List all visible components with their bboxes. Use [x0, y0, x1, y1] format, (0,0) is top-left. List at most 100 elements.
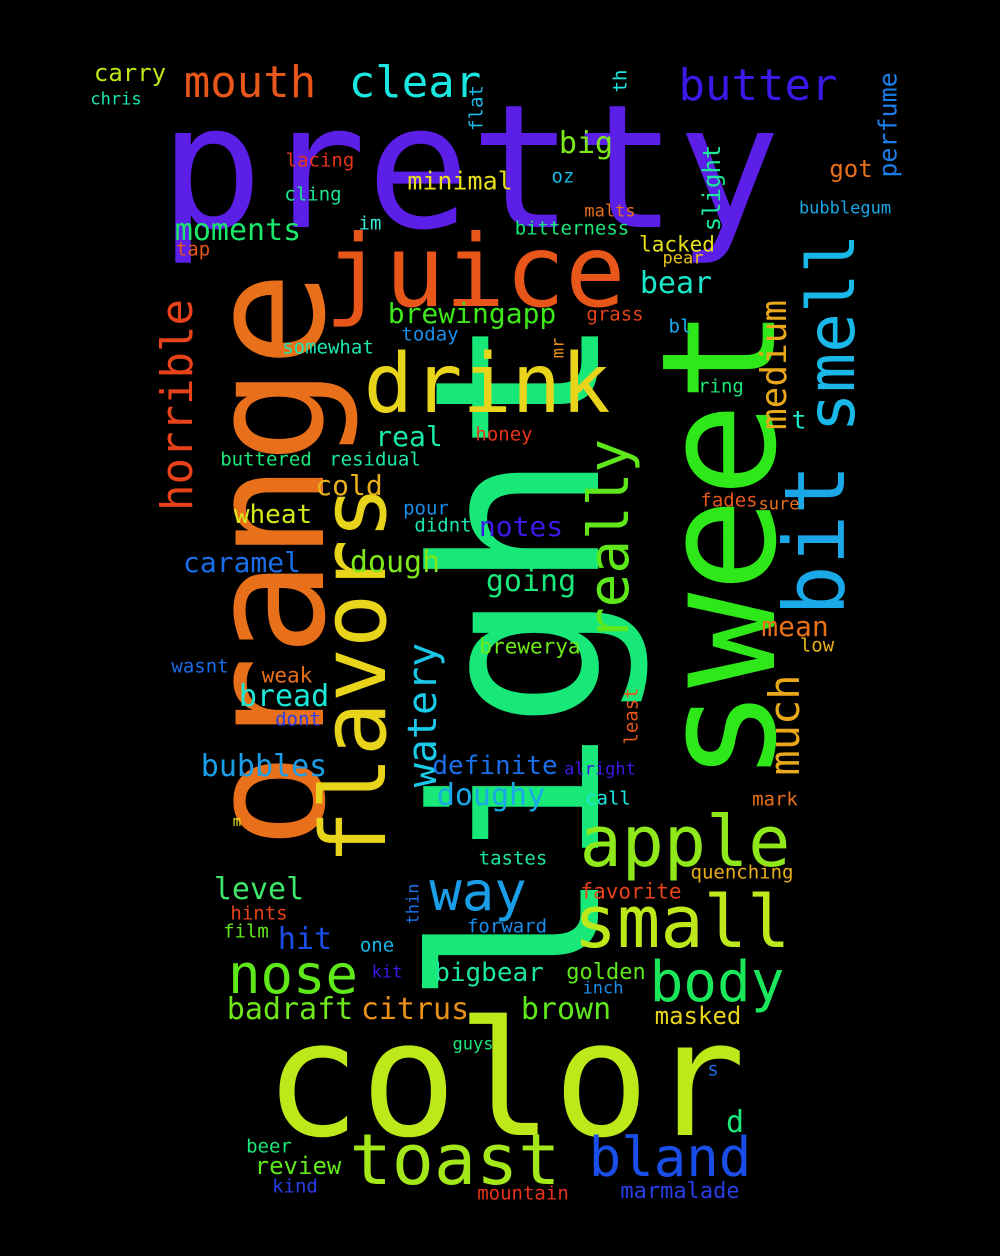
word: bit [766, 464, 864, 616]
word: beer [246, 1135, 292, 1158]
word: th [609, 69, 632, 93]
word: mouth [183, 57, 317, 108]
word: toast [349, 1119, 561, 1201]
word: dont [275, 708, 321, 731]
word: horrible [152, 299, 203, 511]
word: way [429, 860, 527, 923]
word: masked [654, 1002, 742, 1030]
word: honey [475, 423, 533, 446]
word: dough [349, 545, 441, 580]
word: d [725, 1105, 745, 1140]
word: big [558, 126, 614, 161]
word: bear [639, 266, 713, 301]
word: buttered [220, 448, 312, 471]
word: notes [478, 510, 564, 543]
word: sure [758, 494, 800, 515]
word: thin [403, 883, 424, 925]
word: real [375, 420, 443, 453]
word: badraft [226, 992, 354, 1027]
word: mountain [477, 1182, 569, 1205]
word: butter [678, 60, 838, 111]
word: tastes [478, 847, 548, 870]
word: minimal [407, 166, 513, 196]
word: didnt [414, 514, 472, 537]
word: call [585, 787, 631, 810]
word: guys [452, 1034, 494, 1055]
word: hints [230, 902, 288, 925]
word: perfume [873, 72, 903, 178]
word: smell [793, 233, 870, 433]
word: today [401, 323, 459, 346]
word: medium [754, 299, 795, 431]
word: cling [284, 183, 342, 206]
word: tap [175, 238, 211, 261]
word: nose [227, 943, 359, 1006]
word: body [649, 950, 785, 1015]
word: going [485, 564, 577, 599]
word: favorite [580, 879, 682, 904]
word: m [232, 814, 242, 830]
word: oz [551, 165, 575, 188]
word: lacing [285, 149, 355, 172]
word: cold [315, 469, 383, 502]
word: bland [588, 1126, 752, 1189]
word: citrus [360, 992, 470, 1027]
word: fades [700, 489, 758, 512]
word: one [359, 934, 395, 957]
word: wheat [233, 500, 313, 530]
word: ring [698, 375, 744, 398]
word: flat [465, 85, 488, 131]
word: alright [564, 759, 636, 780]
word: mr [548, 337, 569, 359]
word: slight [698, 144, 726, 232]
word: really [577, 438, 642, 642]
word: least [620, 687, 643, 745]
word: carry [93, 59, 167, 87]
word: residual [329, 448, 421, 471]
word: doughy [436, 778, 546, 813]
word: im [358, 212, 382, 235]
word: apple [579, 801, 791, 883]
word: kind [272, 1175, 318, 1198]
word: mean [761, 610, 829, 643]
word: somewhat [282, 336, 374, 359]
word: film [223, 920, 269, 943]
word: small [573, 880, 791, 964]
word: review [254, 1152, 342, 1180]
word: lacked [639, 232, 715, 257]
word: bl [668, 315, 692, 338]
word: weak [261, 663, 313, 688]
word: much [760, 674, 809, 776]
word: definite [432, 751, 558, 781]
word: brewerya [479, 634, 581, 659]
word: hit [277, 922, 333, 957]
word: drink [363, 337, 611, 432]
word: got [829, 155, 873, 183]
word: bigbear [434, 958, 544, 988]
word: low [799, 634, 835, 657]
word: juice [324, 213, 626, 330]
word: bubblegum [798, 198, 892, 219]
word: golden [566, 960, 646, 985]
word: forward [466, 915, 548, 938]
word: pear [662, 248, 704, 269]
word: inch [582, 978, 624, 999]
word: brewingapp [387, 297, 557, 330]
word: bitterness [514, 217, 630, 240]
word: grass [586, 303, 644, 326]
word: caramel [182, 546, 302, 579]
word: moments [174, 213, 302, 248]
word: malts [584, 201, 636, 222]
word: mark [752, 788, 798, 811]
word: kit [371, 962, 403, 983]
word: clear [348, 57, 482, 108]
word: bread [238, 679, 330, 714]
word: flavors [302, 485, 407, 865]
word: t [791, 405, 807, 435]
word: quenching [690, 861, 794, 884]
word: pour [403, 497, 449, 520]
word: pretty [159, 67, 781, 268]
word: marmalade [620, 1179, 740, 1204]
word: level [213, 872, 305, 907]
